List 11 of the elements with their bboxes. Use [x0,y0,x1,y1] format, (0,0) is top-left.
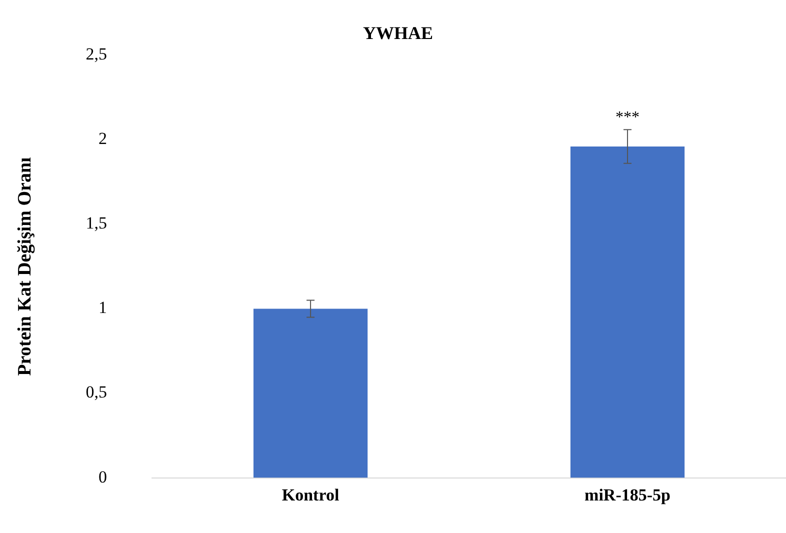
y-tick-label: 2,5 [86,44,108,64]
annotation: *** [616,108,640,126]
y-axis-title: Protein Kat Değişim Oranı [14,157,36,376]
y-tick-label: 1 [98,298,108,318]
x-tick-label: Kontrol [282,485,340,504]
y-tick-label: 2 [98,129,108,148]
y-tick-label: 0 [98,467,108,486]
y-tick-label: 0,5 [86,382,108,402]
x-tick-label: miR-185-5p [584,485,670,504]
y-tick-label: 1,5 [86,214,108,233]
chart-title: YWHAE [362,23,434,44]
